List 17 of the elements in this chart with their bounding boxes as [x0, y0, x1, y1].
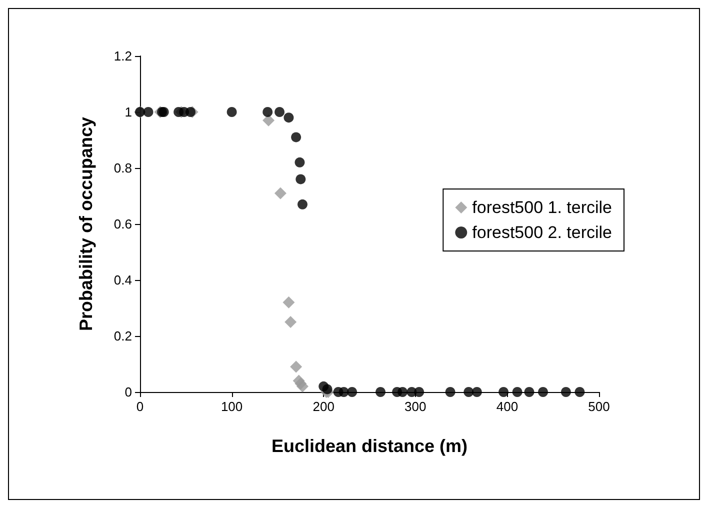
- y-tick-label: 0.8: [114, 160, 132, 176]
- y-tick-label: 1: [124, 104, 132, 120]
- legend-label: forest500 1. tercile: [472, 198, 612, 217]
- x-tick-label: 0: [136, 399, 144, 414]
- legend-label: forest500 2. tercile: [472, 223, 612, 242]
- x-tick-label: 500: [588, 399, 610, 414]
- x-tick-label: 300: [404, 399, 426, 414]
- y-tick-label: 0.4: [114, 272, 132, 288]
- y-tick-label: 1.2: [114, 48, 132, 64]
- y-axis-title: Probability of occupancy: [76, 116, 96, 332]
- x-tick-label: 400: [496, 399, 518, 414]
- y-tick-label: 0: [124, 384, 132, 400]
- y-tick-label: 0.2: [114, 328, 132, 344]
- x-tick-label: 100: [220, 399, 243, 414]
- x-tick-label: 200: [312, 399, 334, 414]
- x-axis-title: Euclidean distance (m): [271, 436, 468, 456]
- y-tick-label: 0.6: [114, 216, 132, 232]
